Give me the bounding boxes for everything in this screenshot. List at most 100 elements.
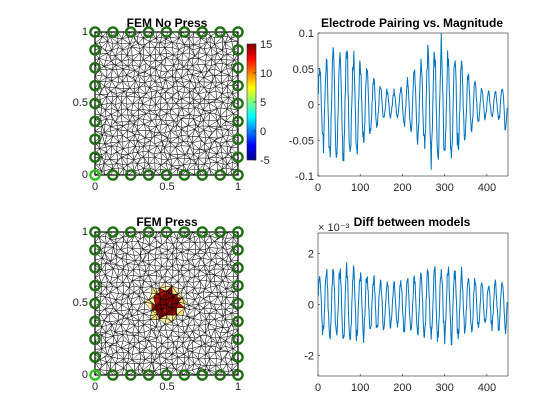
electrode-marker bbox=[89, 351, 101, 363]
colorbar: 15 10 5 0 -5 bbox=[246, 39, 272, 167]
electrode-marker bbox=[89, 97, 101, 110]
electrode-marker bbox=[178, 369, 191, 381]
electrode-marker bbox=[107, 26, 119, 38]
panel3-title: FEM Press bbox=[136, 215, 198, 229]
line1-ytick-0: 0.1 bbox=[299, 28, 314, 40]
panel-electrode-pairing: Electrode Pairing vs. Magnitude 0.1 0.05… bbox=[289, 16, 509, 194]
panel-fem-no-press: FEM No Press 0 0.5 1 0 0.5 1 bbox=[73, 16, 273, 193]
line2-xtick-1: 100 bbox=[351, 382, 369, 394]
mesh1-ytick-1: 0.5 bbox=[73, 97, 88, 109]
line1-xtick-0: 0 bbox=[315, 182, 321, 194]
electrode-marker bbox=[89, 169, 101, 181]
electrode-marker bbox=[196, 369, 209, 381]
electrode-marker bbox=[124, 26, 137, 38]
electrode-marker bbox=[89, 333, 101, 346]
electrode-marker bbox=[232, 333, 244, 346]
mesh-boundary bbox=[94, 31, 239, 176]
electrode-marker bbox=[107, 226, 119, 238]
electrode-marker bbox=[142, 169, 155, 181]
mesh2-xtick-0: 0 bbox=[92, 381, 98, 393]
line2-ytick-1: 0 bbox=[308, 300, 314, 312]
electrode-marker bbox=[107, 169, 119, 181]
electrode-marker bbox=[124, 169, 137, 181]
line2-xtick-0: 0 bbox=[315, 382, 321, 394]
electrode-marker bbox=[232, 169, 244, 181]
mesh2-ytick-2: 1 bbox=[82, 226, 88, 238]
mesh1-xtick-1: 0.5 bbox=[159, 181, 174, 193]
mesh2-axes: 0 0.5 1 0 0.5 1 bbox=[73, 226, 241, 393]
line1-ytick-2: 0 bbox=[308, 100, 314, 112]
line1-xtick-4: 400 bbox=[478, 182, 496, 194]
mesh1-plot bbox=[89, 26, 244, 181]
mesh1-xtick-0: 0 bbox=[92, 181, 98, 193]
line2-exponent-label: × 10⁻³ bbox=[318, 222, 350, 234]
electrode-marker bbox=[89, 26, 101, 38]
colorbar-tick-neg5: -5 bbox=[260, 155, 270, 167]
line2-ytick-2: -2 bbox=[304, 350, 314, 362]
line1-ytick-3: -0.05 bbox=[289, 135, 314, 147]
electrode-marker bbox=[232, 279, 244, 292]
electrode-marker bbox=[232, 297, 244, 310]
electrode-marker bbox=[142, 369, 155, 381]
electrode-marker bbox=[160, 369, 173, 381]
electrode-marker bbox=[160, 226, 173, 238]
electrode-marker bbox=[214, 26, 226, 38]
mesh-boundary bbox=[94, 231, 239, 376]
mesh1-xtick-2: 1 bbox=[235, 181, 241, 193]
electrode-marker bbox=[232, 244, 244, 256]
panel-fem-press: FEM Press 0 0.5 1 0 0.5 1 bbox=[73, 215, 244, 393]
line2-series bbox=[317, 262, 508, 346]
line2-xtick-2: 200 bbox=[393, 382, 411, 394]
electrode-marker bbox=[232, 26, 244, 38]
electrode-marker bbox=[232, 97, 244, 110]
mesh2-ytick-1: 0.5 bbox=[73, 297, 88, 309]
electrode-marker bbox=[124, 226, 137, 238]
electrode-marker bbox=[89, 151, 101, 163]
line1-ytick-4: -0.1 bbox=[295, 171, 314, 183]
electrode-marker bbox=[89, 297, 101, 310]
electrode-marker bbox=[124, 369, 137, 381]
electrode-marker bbox=[178, 169, 191, 181]
electrode-marker bbox=[232, 44, 244, 56]
line2-ytick-0: 2 bbox=[308, 249, 314, 261]
electrode-marker bbox=[196, 226, 209, 238]
electrode-marker bbox=[232, 351, 244, 363]
mesh2-plot bbox=[89, 226, 244, 381]
electrode-marker bbox=[232, 261, 244, 274]
electrode-marker bbox=[232, 226, 244, 238]
mesh1-ytick-2: 1 bbox=[82, 26, 88, 38]
mesh1-ytick-0: 0 bbox=[82, 169, 88, 181]
electrode-marker bbox=[232, 79, 244, 92]
panel4-title: Diff between models bbox=[354, 215, 471, 229]
electrode-marker bbox=[89, 261, 101, 274]
electrode-marker bbox=[107, 369, 119, 381]
mesh2-ytick-0: 0 bbox=[82, 369, 88, 381]
electrode-marker bbox=[89, 315, 101, 328]
electrode-marker bbox=[89, 115, 101, 128]
electrode-marker bbox=[214, 369, 226, 381]
electrode-marker bbox=[214, 169, 226, 181]
colorbar-tick-0: 0 bbox=[260, 126, 266, 138]
electrode-marker bbox=[196, 169, 209, 181]
panel-diff-models: Diff between models × 10⁻³ 2 0 -2 0 100 … bbox=[304, 215, 509, 394]
line1-xtick-1: 100 bbox=[351, 182, 369, 194]
electrode-marker bbox=[89, 279, 101, 292]
panel2-title: Electrode Pairing vs. Magnitude bbox=[321, 16, 503, 30]
line1-xtick-3: 300 bbox=[436, 182, 454, 194]
electrode-marker bbox=[142, 226, 155, 238]
electrode-marker bbox=[232, 61, 244, 74]
electrode-marker bbox=[89, 79, 101, 92]
electrode-marker bbox=[232, 133, 244, 146]
electrode-marker bbox=[232, 315, 244, 328]
electrode-marker bbox=[160, 26, 173, 38]
electrode-marker bbox=[89, 44, 101, 56]
electrode-marker bbox=[142, 26, 155, 38]
electrode-marker bbox=[89, 369, 101, 381]
mesh2-xtick-2: 1 bbox=[235, 381, 241, 393]
line2-xtick-3: 300 bbox=[436, 382, 454, 394]
line1-ytick-1: 0.05 bbox=[293, 64, 314, 76]
colorbar-tick-5: 5 bbox=[260, 97, 266, 109]
electrode-marker bbox=[89, 61, 101, 74]
electrode-marker bbox=[232, 369, 244, 381]
